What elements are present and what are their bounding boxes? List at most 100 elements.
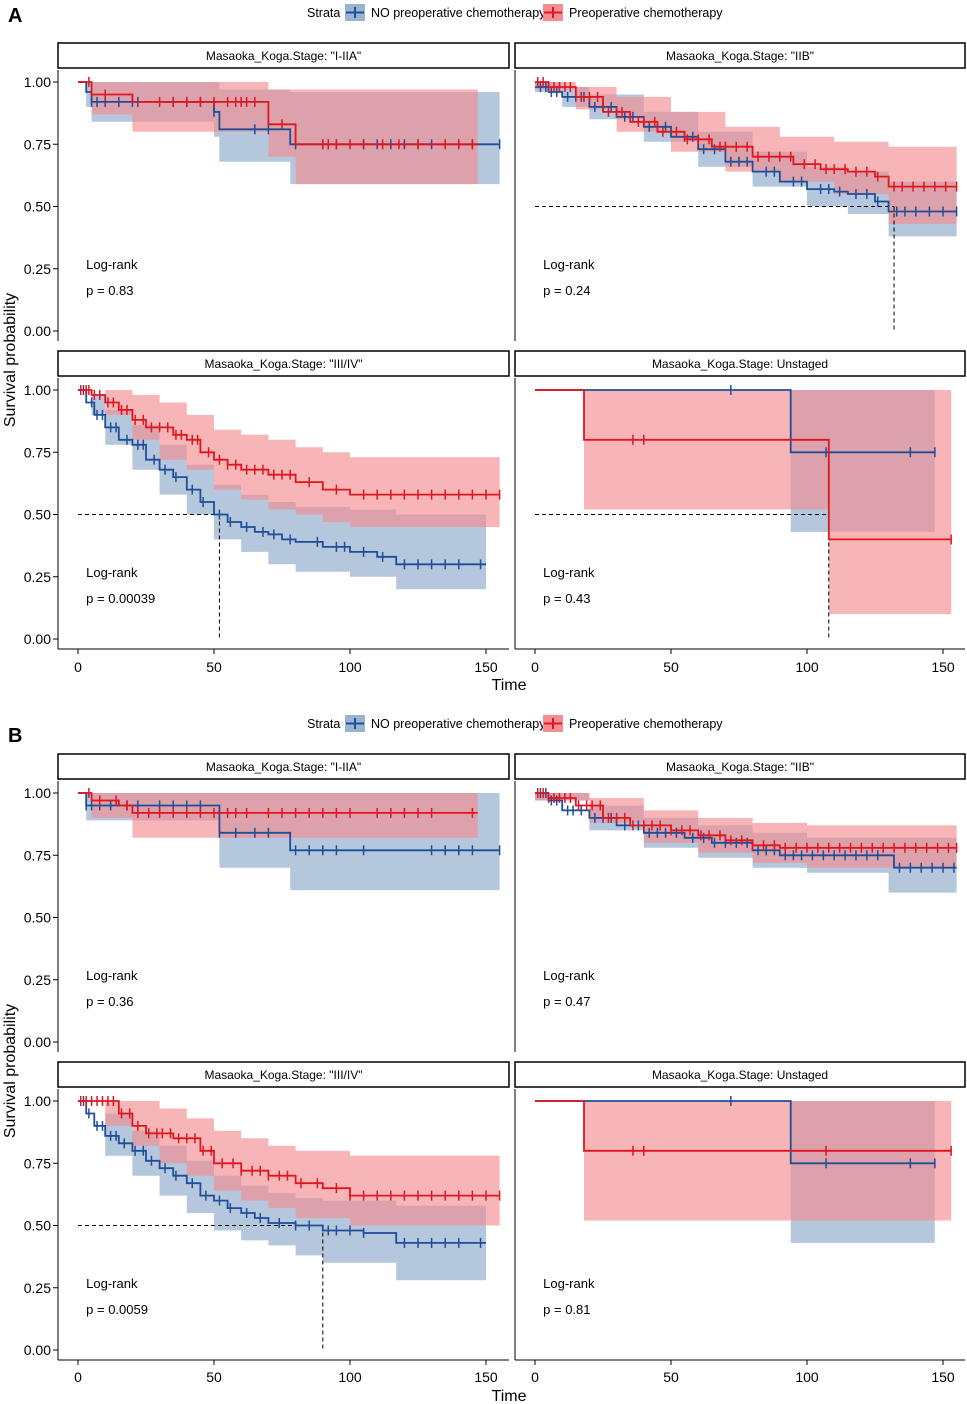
facet-panels: Masaoka_Koga.Stage: "I-IIA" 0.00 0.25 0.50 0… — [24, 42, 966, 1385]
facet-panel: Masaoka_Koga.Stage: "III/IV" 0 50 100 150 0.0… — [24, 1061, 510, 1385]
x-tick-label: 150 — [474, 1369, 498, 1385]
logrank-label: Log-rank — [86, 565, 138, 580]
logrank-p-value: p = 0.24 — [543, 283, 590, 298]
km-curve-chemo — [535, 389, 952, 541]
y-tick-label: 0.25 — [24, 972, 51, 988]
ci-band-chemo — [584, 390, 952, 615]
ci-band-chemo — [78, 82, 478, 185]
x-tick-label: 50 — [663, 659, 679, 675]
facet-strip-label: Masaoka_Koga.Stage: "IIB" — [666, 760, 814, 774]
panel-letter-b: B — [8, 725, 22, 747]
y-tick-label: 0.25 — [24, 1280, 51, 1296]
x-tick-label: 50 — [206, 1369, 222, 1385]
legend-a: Strata NO preoperative chemotherapy Preo… — [307, 4, 723, 21]
facet-strip — [57, 753, 510, 780]
x-tick-label: 0 — [531, 659, 539, 675]
km-curve-chemo — [78, 792, 478, 814]
legend-b: Strata NO preoperative chemotherapy Preo… — [307, 715, 723, 732]
ci-band-chemo — [78, 390, 500, 527]
x-tick-label: 150 — [931, 659, 955, 675]
y-tick-label: 0.25 — [24, 569, 51, 585]
logrank-label: Log-rank — [543, 1276, 595, 1291]
logrank-p-value: p = 0.83 — [86, 283, 133, 298]
chart-b: Masaoka_Koga.Stage: "I-IIA" 0.00 0.25 0.50 0… — [24, 753, 966, 1385]
facet-strip-label: Masaoka_Koga.Stage: Unstaged — [652, 1068, 828, 1082]
y-tick-label: 0.75 — [24, 136, 51, 152]
ci-band-chemo — [584, 1101, 952, 1221]
facet-strip-label: Masaoka_Koga.Stage: "III/IV" — [205, 357, 363, 371]
km-curve-no-chemo — [535, 792, 957, 869]
y-tick-label: 0.50 — [24, 507, 51, 523]
km-curve-no-chemo — [535, 389, 935, 454]
logrank-label: Log-rank — [543, 565, 595, 580]
km-curve-no-chemo — [78, 792, 500, 852]
facet-panel: Masaoka_Koga.Stage: Unstaged 0 50 100 150 Log… — [514, 350, 966, 675]
facet-panel: Masaoka_Koga.Stage: "IIB" Log-rank p = 0.4… — [514, 753, 966, 1052]
y-tick-label: 1.00 — [24, 1093, 51, 1109]
facet-strip — [514, 1061, 966, 1088]
facet-strip-label: Masaoka_Koga.Stage: "I-IIA" — [206, 49, 361, 63]
y-tick-label: 0.75 — [24, 847, 51, 863]
y-tick-label: 0.50 — [24, 910, 51, 926]
km-curve-no-chemo — [78, 389, 486, 566]
x-tick-label: 150 — [931, 1369, 955, 1385]
km-curve-chemo — [78, 1100, 500, 1197]
km-curve-chemo — [78, 389, 500, 496]
x-tick-label: 100 — [795, 1369, 819, 1385]
ci-band-chemo — [78, 793, 478, 838]
y-tick-label: 0.25 — [24, 261, 51, 277]
x-tick-label: 100 — [338, 659, 362, 675]
facet-strip — [57, 1061, 510, 1088]
legend-label-no-chemo: NO preoperative chemotherapy — [371, 717, 546, 731]
y-tick-label: 0.00 — [24, 1342, 51, 1358]
facet-panel: Masaoka_Koga.Stage: "IIB" Log-rank p = 0.2… — [514, 42, 966, 341]
y-tick-label: 0.00 — [24, 323, 51, 339]
legend-label-chemo: Preoperative chemotherapy — [569, 6, 723, 20]
logrank-label: Log-rank — [543, 968, 595, 983]
logrank-p-value: p = 0.36 — [86, 994, 133, 1009]
facet-panel: Masaoka_Koga.Stage: Unstaged 0 50 100 150 Log… — [514, 1061, 966, 1385]
logrank-p-value: p = 0.43 — [543, 591, 590, 606]
legend-label-chemo: Preoperative chemotherapy — [569, 717, 723, 731]
chart-a: Masaoka_Koga.Stage: "I-IIA" 0.00 0.25 0.50 0… — [24, 42, 966, 675]
x-axis-title-a: Time — [492, 677, 527, 694]
y-tick-label: 0.75 — [24, 1155, 51, 1171]
y-tick-label: 0.50 — [24, 1218, 51, 1234]
facet-panel: Masaoka_Koga.Stage: "I-IIA" 0.00 0.25 0.50 0… — [24, 42, 510, 341]
facet-panel: Masaoka_Koga.Stage: "III/IV" 0 50 100 150 0.0… — [24, 350, 510, 675]
y-tick-label: 0.00 — [24, 631, 51, 647]
facet-strip — [57, 350, 510, 377]
facet-panel: Masaoka_Koga.Stage: "I-IIA" 0.00 0.25 0.50 0… — [24, 753, 510, 1052]
legend-title: Strata — [307, 717, 340, 731]
panel-letter-a: A — [8, 5, 22, 27]
legend-title: Strata — [307, 6, 340, 20]
facet-strip — [57, 42, 510, 69]
x-tick-label: 100 — [795, 659, 819, 675]
y-tick-label: 1.00 — [24, 74, 51, 90]
x-tick-label: 50 — [206, 659, 222, 675]
logrank-p-value: p = 0.47 — [543, 994, 590, 1009]
ci-band-chemo — [78, 1101, 500, 1226]
km-curve-no-chemo — [535, 1100, 935, 1165]
x-tick-label: 50 — [663, 1369, 679, 1385]
legend-label-no-chemo: NO preoperative chemotherapy — [371, 6, 546, 20]
facet-strip-label: Masaoka_Koga.Stage: "I-IIA" — [206, 760, 361, 774]
x-tick-label: 0 — [74, 659, 82, 675]
facet-strip — [514, 42, 966, 69]
ci-band-no-chemo — [78, 390, 486, 590]
logrank-label: Log-rank — [86, 1276, 138, 1291]
x-tick-label: 0 — [74, 1369, 82, 1385]
y-axis-title-a: Survival probability — [2, 293, 19, 427]
x-tick-label: 100 — [338, 1369, 362, 1385]
y-tick-label: 0.75 — [24, 444, 51, 460]
y-tick-label: 0.50 — [24, 199, 51, 215]
logrank-label: Log-rank — [86, 257, 138, 272]
y-tick-label: 0.00 — [24, 1034, 51, 1050]
logrank-p-value: p = 0.81 — [543, 1302, 590, 1317]
logrank-p-value: p = 0.00039 — [86, 591, 155, 606]
logrank-label: Log-rank — [86, 968, 138, 983]
logrank-p-value: p = 0.0059 — [86, 1302, 148, 1317]
y-tick-label: 1.00 — [24, 785, 51, 801]
facet-strip-label: Masaoka_Koga.Stage: "III/IV" — [205, 1068, 363, 1082]
